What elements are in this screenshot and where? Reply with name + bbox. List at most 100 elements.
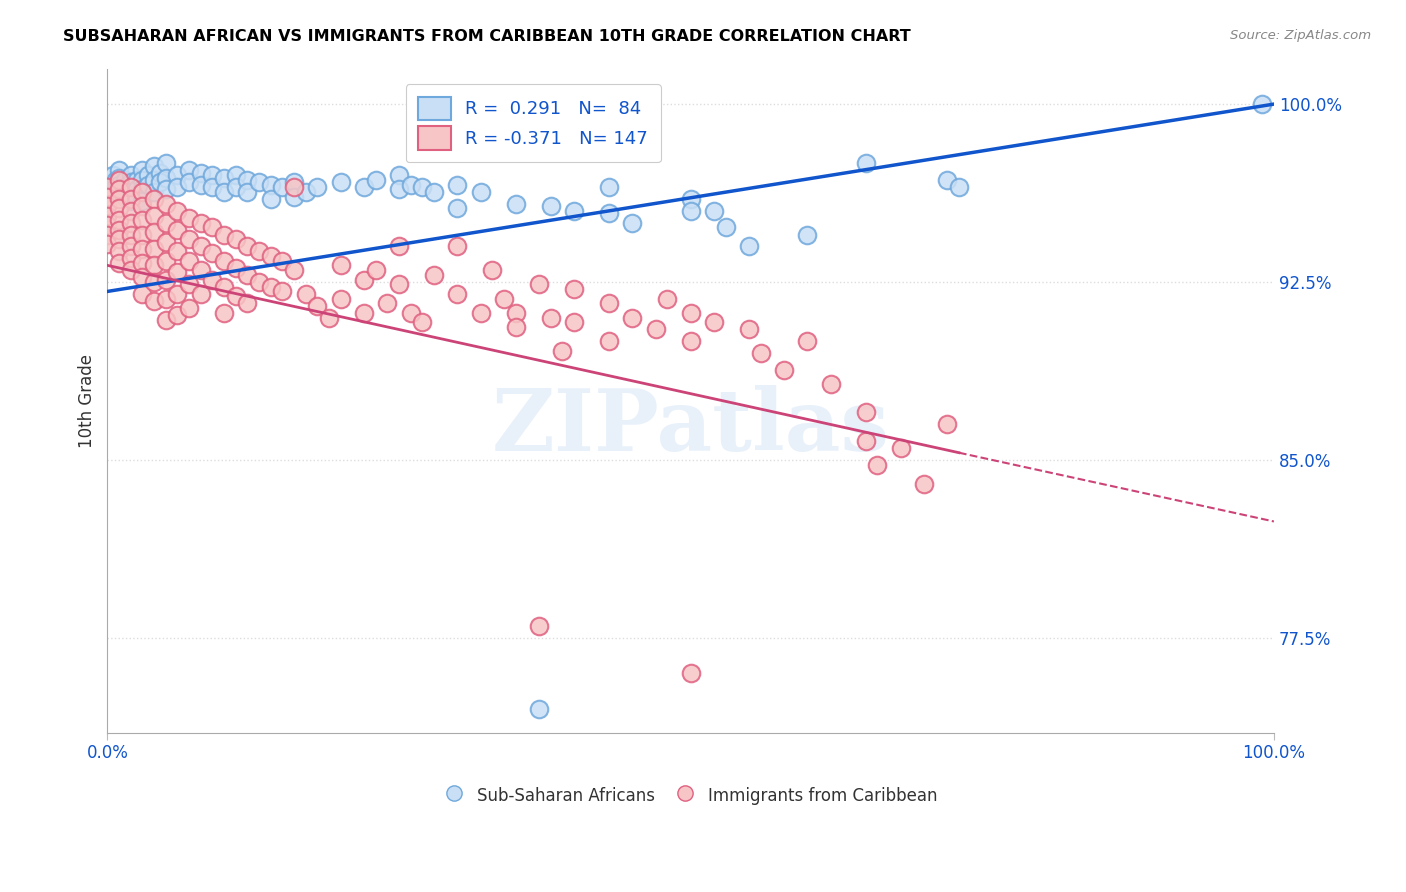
Point [155,235,177,249]
Point [120,203,142,218]
Point [131,185,153,199]
Point [679,666,702,681]
Point [177,232,200,246]
Point [236,185,259,199]
Point [481,263,503,277]
Point [714,220,737,235]
Text: SUBSAHARAN AFRICAN VS IMMIGRANTS FROM CARIBBEAN 10TH GRADE CORRELATION CHART: SUBSAHARAN AFRICAN VS IMMIGRANTS FROM CA… [63,29,911,44]
Point [283,263,305,277]
Point [212,185,235,199]
Point [562,315,585,329]
Point [120,263,142,277]
Point [598,296,620,310]
Point [166,265,188,279]
Point [236,173,259,187]
Point [143,275,166,289]
Point [120,227,142,242]
Point [149,166,172,180]
Point [155,292,177,306]
Point [353,306,375,320]
Point [120,194,142,209]
Point [446,286,468,301]
Point [108,202,131,216]
Point [212,170,235,185]
Point [131,242,153,256]
Point [738,322,761,336]
Point [329,258,352,272]
Point [120,216,142,230]
Point [679,192,702,206]
Point [598,334,620,349]
Point [177,301,200,315]
Point [283,189,305,203]
Point [166,203,188,218]
Point [375,296,398,310]
Point [446,178,468,192]
Point [131,286,153,301]
Point [104,173,127,187]
Point [505,320,527,334]
Point [225,180,247,194]
Point [855,156,877,170]
Point [562,282,585,296]
Point [108,182,131,196]
Point [749,346,772,360]
Point [247,244,270,259]
Point [388,182,411,196]
Point [423,268,446,282]
Point [120,192,142,206]
Point [166,244,188,259]
Point [108,163,131,178]
Point [166,168,188,182]
Point [866,458,889,472]
Point [131,182,153,196]
Point [283,175,305,189]
Point [446,202,468,216]
Point [271,180,294,194]
Point [679,203,702,218]
Point [399,306,422,320]
Point [225,232,247,246]
Point [108,232,131,246]
Point [143,258,166,272]
Point [657,292,679,306]
Point [143,185,166,199]
Point [225,260,247,275]
Point [108,213,131,227]
Point [353,272,375,286]
Point [936,417,959,432]
Point [855,434,877,448]
Point [136,168,159,182]
Point [294,185,316,199]
Point [271,253,294,268]
Point [108,256,131,270]
Point [679,334,702,349]
Point [505,196,527,211]
Point [236,296,259,310]
Point [155,196,177,211]
Point [411,180,433,194]
Text: ZIPatlas: ZIPatlas [492,385,890,469]
Point [247,175,270,189]
Point [773,362,796,376]
Point [679,306,702,320]
Point [201,180,224,194]
Point [96,189,118,203]
Point [131,163,153,178]
Point [96,199,118,213]
Point [131,173,153,187]
Point [329,292,352,306]
Point [177,175,200,189]
Point [307,299,329,313]
Point [236,239,259,253]
Point [201,220,224,235]
Text: Source: ZipAtlas.com: Source: ZipAtlas.com [1230,29,1371,42]
Point [470,185,492,199]
Point [125,192,148,206]
Point [143,173,166,187]
Point [120,239,142,253]
Point [114,189,136,203]
Point [120,185,142,199]
Point [149,175,172,189]
Point [364,173,387,187]
